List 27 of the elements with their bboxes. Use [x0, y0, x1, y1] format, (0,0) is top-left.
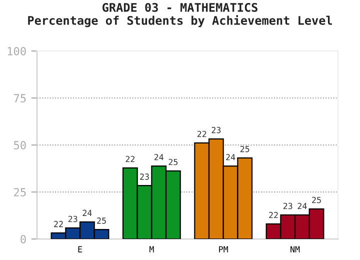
text: 24	[154, 154, 164, 160]
text: 23	[140, 174, 149, 180]
text: 25	[240, 146, 250, 152]
y-tick-label: 50	[14, 141, 26, 150]
series-label: 25	[97, 218, 106, 224]
series-label: 24	[82, 210, 92, 216]
text: 25	[312, 196, 321, 204]
chart-subtitle: Percentage of Students by Achievement Level	[28, 15, 332, 28]
x-tick-label: M	[150, 246, 154, 252]
x-tick-label: PM	[219, 246, 228, 252]
text: 23	[68, 216, 78, 222]
text: 24	[226, 154, 236, 160]
text: 22	[269, 212, 278, 218]
text: 25	[168, 158, 178, 166]
y-tick-label: 75	[14, 94, 26, 102]
x-tick-label: E	[78, 246, 82, 252]
series-label: 23	[212, 126, 221, 134]
text: 23	[283, 202, 292, 210]
x-tick-label: NM	[290, 246, 300, 252]
chart-title: GRADE 03 - MATHEMATICS	[102, 2, 258, 12]
y-tick-label: 25	[14, 188, 26, 196]
text: 22	[197, 130, 206, 138]
y-tick-label: 0	[20, 235, 26, 244]
text: 24	[298, 202, 307, 210]
text: 22	[126, 156, 134, 162]
series-label: 22	[54, 220, 63, 228]
y-tick-label: 100	[8, 47, 26, 56]
